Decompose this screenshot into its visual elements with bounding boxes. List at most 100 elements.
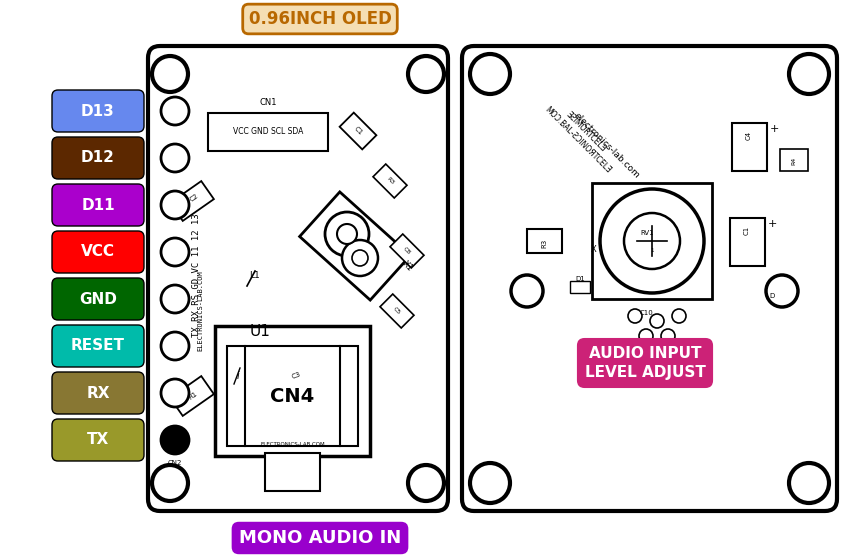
Text: MONO AUDIO IN: MONO AUDIO IN (239, 529, 401, 547)
Bar (730, 218, 765, 266)
Circle shape (152, 465, 188, 501)
FancyBboxPatch shape (52, 419, 144, 461)
Circle shape (639, 329, 653, 343)
FancyBboxPatch shape (52, 325, 144, 367)
Circle shape (161, 238, 189, 266)
Circle shape (152, 56, 188, 92)
Text: TX RX RS GD VC 11 12 13: TX RX RS GD VC 11 12 13 (192, 214, 201, 337)
Text: 0.96INCH OLED: 0.96INCH OLED (248, 10, 392, 28)
FancyBboxPatch shape (52, 90, 144, 132)
Circle shape (342, 240, 378, 276)
Text: D12: D12 (81, 151, 115, 166)
Circle shape (628, 309, 642, 323)
Bar (570, 281, 590, 293)
Text: ELECTRONICS-LAB.COM: ELECTRONICS-LAB.COM (197, 271, 203, 351)
Text: U1: U1 (250, 324, 270, 339)
Circle shape (161, 191, 189, 219)
Circle shape (161, 285, 189, 313)
Text: C3: C3 (291, 371, 302, 380)
FancyBboxPatch shape (462, 46, 837, 511)
Circle shape (511, 275, 543, 307)
Text: 1: 1 (650, 249, 654, 254)
Bar (265, 453, 320, 491)
Text: D1: D1 (575, 276, 585, 282)
FancyBboxPatch shape (52, 137, 144, 179)
FancyBboxPatch shape (52, 231, 144, 273)
Text: L1: L1 (250, 271, 260, 280)
Text: C1: C1 (353, 126, 364, 136)
Text: C5: C5 (393, 306, 402, 316)
Text: ELECTRONICS-LAB.COM: ELECTRONICS-LAB.COM (260, 441, 325, 446)
Text: i: i (236, 371, 240, 381)
Bar (170, 181, 214, 221)
Circle shape (789, 54, 829, 94)
Bar (300, 192, 411, 300)
Text: C8: C8 (402, 246, 411, 256)
Bar (227, 346, 358, 446)
Bar (208, 113, 328, 151)
Text: R1: R1 (188, 391, 199, 401)
FancyBboxPatch shape (52, 184, 144, 226)
Circle shape (325, 212, 369, 256)
Text: R3: R3 (541, 239, 547, 247)
Text: C4: C4 (746, 131, 752, 140)
Bar (215, 326, 370, 456)
Text: RX: RX (86, 385, 110, 400)
Text: AUDIO INPUT
LEVEL ADJUST: AUDIO INPUT LEVEL ADJUST (585, 346, 706, 380)
Text: RESET: RESET (71, 339, 125, 354)
Text: VCC: VCC (81, 245, 115, 260)
Text: +: + (768, 219, 777, 229)
Text: C1: C1 (744, 225, 750, 235)
Circle shape (161, 379, 189, 407)
Circle shape (766, 275, 798, 307)
Circle shape (661, 329, 675, 343)
Text: GND: GND (79, 291, 117, 306)
Circle shape (408, 465, 444, 501)
Bar (780, 149, 808, 171)
Bar (373, 164, 407, 198)
Text: TX: TX (87, 433, 109, 448)
Text: R4: R4 (791, 157, 796, 165)
Circle shape (600, 189, 704, 293)
Bar (390, 234, 424, 268)
FancyBboxPatch shape (148, 46, 448, 511)
Text: ƎƧIMORTCELƎ
MOƆ.BAL-ƧƆINOЯTCELƎ: ƎƧIMORTCELƎ MOƆ.BAL-ƧƆINOЯTCELƎ (543, 97, 620, 175)
Circle shape (161, 332, 189, 360)
Text: X: X (591, 245, 597, 254)
Circle shape (408, 56, 444, 92)
Bar (340, 113, 377, 150)
Text: RV1: RV1 (640, 230, 654, 236)
Circle shape (470, 54, 510, 94)
Text: R3: R3 (385, 176, 394, 186)
Text: CN4: CN4 (270, 386, 314, 405)
Text: D13: D13 (81, 103, 115, 118)
Text: VCC GND SCL SDA: VCC GND SCL SDA (233, 127, 303, 137)
Text: C2: C2 (189, 193, 200, 203)
FancyBboxPatch shape (52, 278, 144, 320)
Circle shape (789, 463, 829, 503)
Circle shape (161, 144, 189, 172)
Text: X1: X1 (400, 259, 414, 273)
Text: D11: D11 (82, 197, 115, 212)
Circle shape (161, 426, 189, 454)
Text: CN2: CN2 (167, 460, 182, 466)
Text: electronics-lab.com: electronics-lab.com (572, 111, 642, 181)
Circle shape (161, 97, 189, 125)
Text: C10: C10 (640, 310, 654, 316)
Bar (170, 376, 214, 416)
Circle shape (672, 309, 686, 323)
Circle shape (337, 224, 357, 244)
Circle shape (352, 250, 368, 266)
Circle shape (650, 314, 664, 328)
Bar (275, 360, 316, 393)
Text: CN1: CN1 (259, 98, 277, 107)
Circle shape (470, 463, 510, 503)
Text: D: D (769, 293, 774, 299)
Bar (527, 229, 562, 253)
Text: +: + (769, 124, 779, 134)
Bar (380, 294, 414, 328)
FancyBboxPatch shape (52, 372, 144, 414)
Circle shape (624, 213, 680, 269)
Bar (732, 123, 767, 171)
Bar (592, 183, 712, 299)
